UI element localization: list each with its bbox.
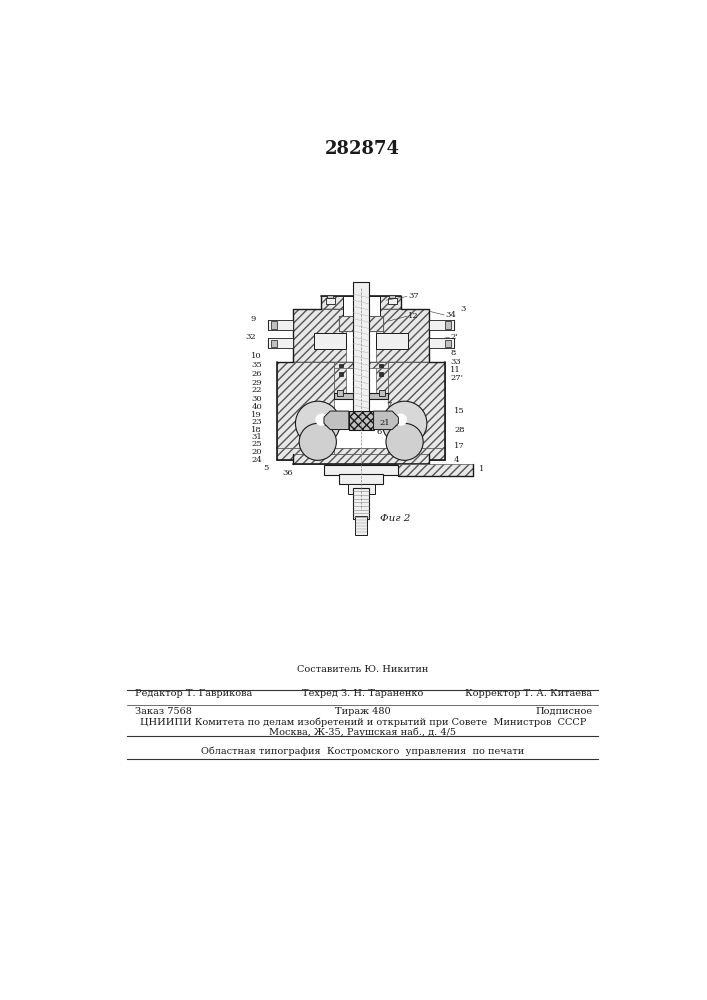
Polygon shape: [322, 296, 401, 309]
Text: 29: 29: [252, 379, 262, 387]
Text: 23: 23: [252, 418, 262, 426]
Bar: [324, 465, 398, 475]
Bar: [379, 389, 385, 396]
Text: 34: 34: [445, 311, 457, 319]
Text: 10: 10: [252, 352, 262, 360]
Text: 35: 35: [251, 361, 262, 369]
Text: 18: 18: [251, 426, 262, 434]
Text: 31: 31: [251, 433, 262, 441]
Polygon shape: [277, 362, 334, 448]
Text: 27': 27': [450, 374, 464, 382]
Bar: [348, 484, 375, 494]
Text: 7: 7: [386, 401, 392, 409]
Polygon shape: [293, 309, 346, 362]
Text: Областная типография  Костромского  управления  по печати: Областная типография Костромского управл…: [201, 747, 525, 756]
Bar: [271, 340, 277, 347]
Bar: [445, 340, 451, 347]
Polygon shape: [334, 362, 346, 393]
Polygon shape: [268, 320, 293, 330]
Bar: [355, 516, 368, 535]
Text: 17: 17: [454, 442, 465, 450]
Text: 36: 36: [282, 469, 293, 477]
Text: 33: 33: [450, 358, 461, 366]
Bar: [353, 488, 369, 519]
Bar: [388, 298, 397, 304]
Polygon shape: [376, 333, 409, 349]
Bar: [389, 295, 395, 298]
Circle shape: [315, 414, 328, 426]
Text: Москва, Ж-35, Раушская наб., д. 4/5: Москва, Ж-35, Раушская наб., д. 4/5: [269, 727, 456, 737]
Text: 24: 24: [251, 456, 262, 464]
Text: ЦНИИПИ Комитета по делам изобретений и открытий при Совете  Министров  СССР: ЦНИИПИ Комитета по делам изобретений и о…: [139, 717, 586, 727]
Text: 4: 4: [454, 456, 460, 464]
Bar: [326, 298, 334, 304]
Text: Редактор Т. Гаврикова: Редактор Т. Гаврикова: [135, 689, 252, 698]
Text: Подписное: Подписное: [535, 707, 592, 716]
Text: Корректор Т. А. Китаева: Корректор Т. А. Китаева: [465, 689, 592, 698]
Text: 20: 20: [252, 448, 262, 456]
Bar: [327, 295, 333, 298]
Bar: [379, 364, 383, 367]
Polygon shape: [376, 309, 429, 362]
Text: 282874: 282874: [325, 140, 400, 158]
Circle shape: [395, 414, 407, 426]
Circle shape: [299, 423, 337, 460]
Circle shape: [382, 401, 427, 446]
Text: Составитель Ю. Никитин: Составитель Ю. Никитин: [297, 665, 428, 674]
Text: 8: 8: [450, 349, 456, 357]
Bar: [353, 282, 369, 417]
Polygon shape: [429, 338, 454, 348]
Bar: [271, 321, 277, 329]
Bar: [379, 372, 383, 376]
Text: Фиг 2: Фиг 2: [380, 514, 410, 523]
Text: 28: 28: [454, 426, 464, 434]
Circle shape: [386, 423, 423, 460]
Text: 30: 30: [252, 395, 262, 403]
Polygon shape: [293, 454, 429, 464]
Circle shape: [296, 401, 340, 446]
Text: 5: 5: [263, 464, 268, 472]
Text: Тираж 480: Тираж 480: [335, 707, 390, 716]
Text: 6: 6: [376, 428, 381, 436]
Text: 22: 22: [252, 386, 262, 394]
Polygon shape: [388, 362, 445, 448]
Text: 32: 32: [245, 333, 256, 341]
Text: 15: 15: [454, 407, 465, 415]
Polygon shape: [268, 338, 293, 348]
Polygon shape: [398, 464, 473, 476]
Text: 40: 40: [251, 403, 262, 411]
Polygon shape: [314, 333, 346, 349]
Polygon shape: [334, 362, 388, 368]
Text: 11: 11: [450, 366, 461, 374]
Text: Заказ 7568: Заказ 7568: [135, 707, 192, 716]
Text: 1: 1: [479, 465, 484, 473]
Bar: [358, 287, 363, 293]
Bar: [337, 389, 343, 396]
Text: Техред З. Н. Тараненко: Техред З. Н. Тараненко: [302, 689, 423, 698]
Text: 2': 2': [450, 333, 458, 341]
Text: 26: 26: [252, 370, 262, 378]
Text: 3: 3: [460, 305, 466, 313]
Polygon shape: [343, 296, 380, 316]
Polygon shape: [277, 448, 445, 460]
Bar: [339, 372, 343, 376]
Polygon shape: [334, 393, 388, 399]
Text: 25: 25: [252, 440, 262, 448]
Polygon shape: [429, 320, 454, 330]
Text: 12: 12: [409, 312, 419, 320]
Text: 9: 9: [250, 315, 256, 323]
Bar: [339, 474, 383, 484]
Text: 19: 19: [251, 411, 262, 419]
Bar: [445, 321, 451, 329]
Polygon shape: [334, 448, 388, 454]
Text: 21: 21: [380, 419, 390, 427]
Polygon shape: [373, 411, 398, 430]
Polygon shape: [376, 362, 388, 393]
Polygon shape: [339, 316, 383, 331]
Bar: [339, 364, 343, 367]
Text: 37: 37: [409, 292, 419, 300]
Polygon shape: [349, 411, 373, 430]
Polygon shape: [324, 411, 349, 430]
